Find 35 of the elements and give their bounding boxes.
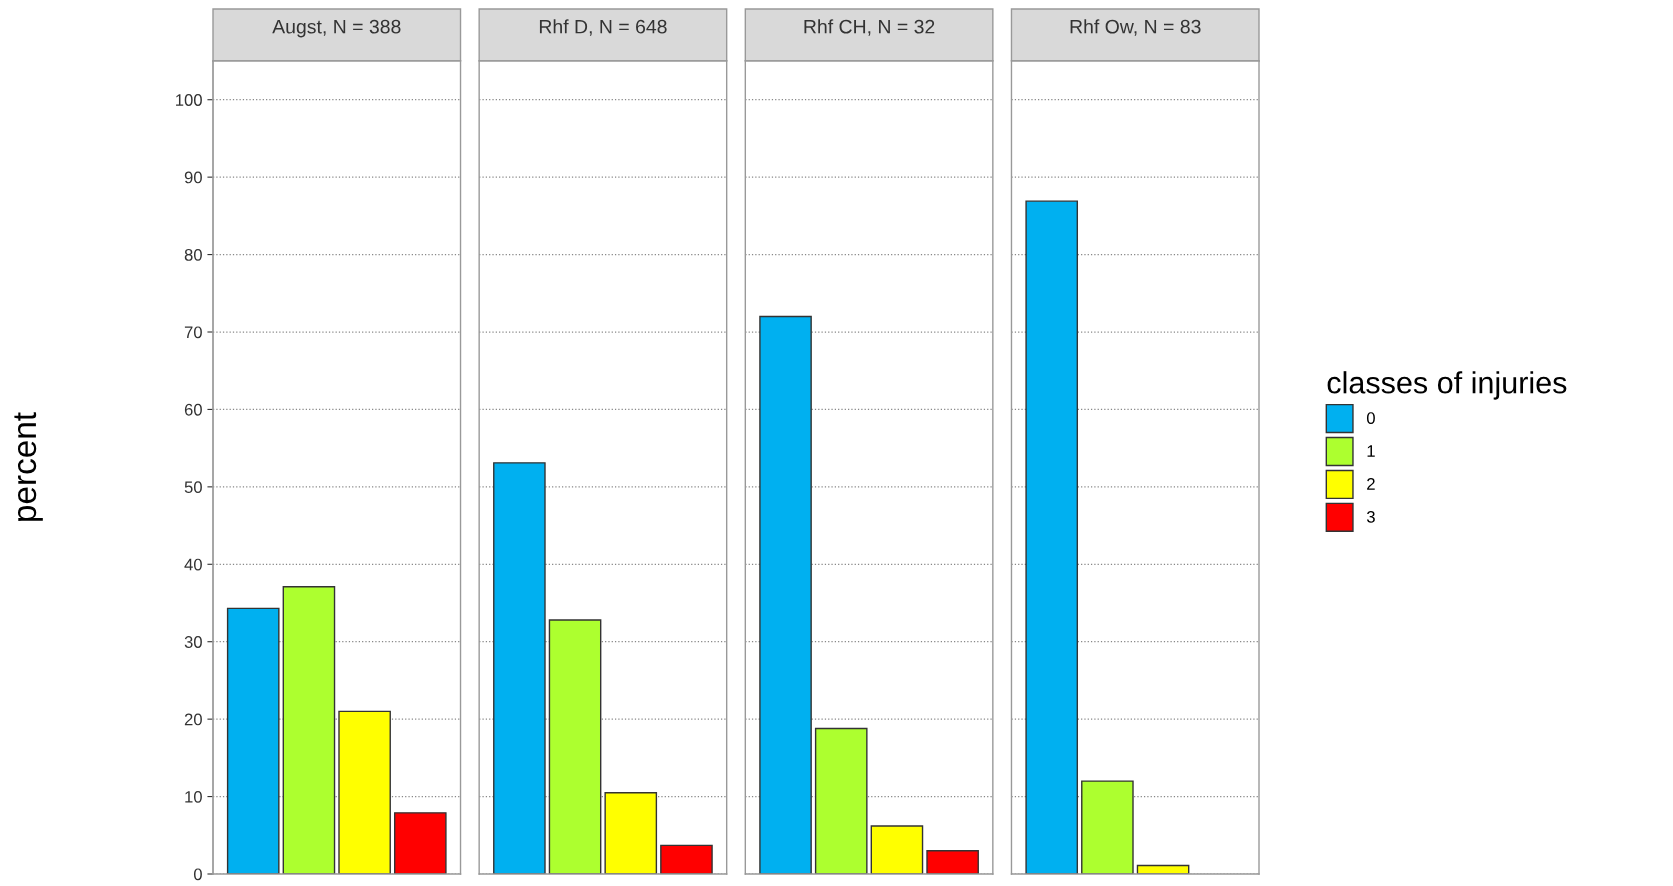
bar: [1081, 780, 1134, 874]
bar: [759, 315, 812, 874]
bar: [1025, 200, 1079, 874]
x-tick-label: Rhf CH, N = 32: [804, 19, 935, 36]
y-tick-label: 90: [184, 171, 202, 184]
bar: [338, 710, 391, 874]
bar: [282, 586, 336, 874]
bar: [226, 607, 280, 874]
legend-label: 2: [1367, 478, 1375, 490]
bar: [493, 462, 546, 874]
x-tick-label: Rhf D, N = 648: [539, 19, 667, 36]
bar: [814, 727, 868, 874]
y-tick-label: 80: [184, 248, 202, 261]
bar: [393, 812, 447, 874]
legend-label: 3: [1366, 510, 1375, 523]
bar: [548, 619, 602, 874]
legend-label: 1: [1367, 445, 1375, 457]
y-axis-title: percent: [14, 412, 43, 521]
y-tick-label: 70: [184, 326, 202, 339]
legend-title: classes of injuries: [1327, 371, 1567, 400]
legend-label: 0: [1366, 412, 1375, 424]
y-tick-label: 100: [176, 94, 202, 106]
y-tick-label: 10: [185, 790, 202, 803]
y-tick-label: 30: [184, 636, 202, 648]
y-tick-label: 0: [193, 868, 202, 881]
y-tick-label: 40: [184, 558, 202, 571]
y-tick-label: 50: [184, 481, 202, 494]
y-tick-label: 60: [184, 403, 202, 416]
bar: [660, 844, 713, 874]
bar: [604, 792, 658, 874]
x-tick-label: Augst, N = 388: [272, 19, 401, 38]
y-tick-label: 20: [184, 713, 202, 726]
bar: [926, 850, 979, 874]
x-tick-label: Rhf Ow, N = 83: [1070, 19, 1201, 36]
bar: [870, 825, 924, 874]
